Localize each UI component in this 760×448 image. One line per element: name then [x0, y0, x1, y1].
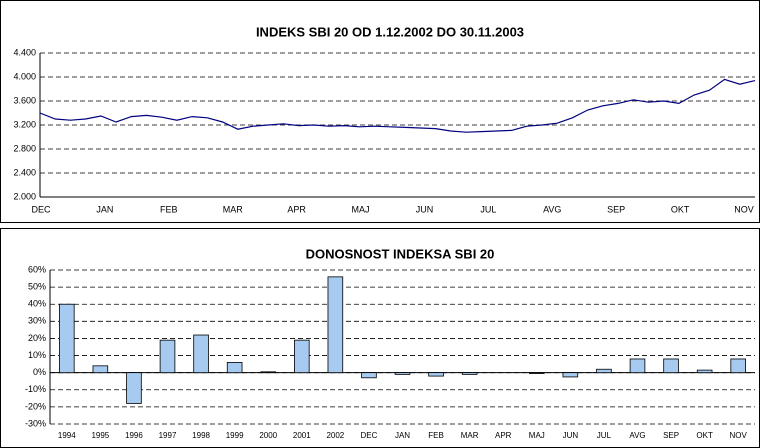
- chart-title: INDEKS SBI 20 OD 1.12.2002 DO 30.11.2003: [256, 24, 524, 39]
- x-tick-label: 2001: [293, 431, 311, 440]
- x-tick-label: NOV: [734, 204, 754, 214]
- x-tick-label: SEP: [607, 204, 625, 214]
- x-tick-label: DEC: [31, 204, 51, 214]
- bar: [629, 358, 646, 374]
- x-tick-label: JUN: [563, 431, 579, 440]
- x-tick-label: FEB: [428, 431, 444, 440]
- bar: [562, 372, 579, 378]
- y-tick-label: 30%: [28, 316, 46, 326]
- x-tick-label: JAN: [96, 204, 113, 214]
- bar: [327, 276, 344, 374]
- bar: [126, 372, 142, 404]
- y-tick-label: 40%: [28, 299, 46, 309]
- x-tick-label: JUL: [597, 431, 612, 440]
- bar: [461, 372, 478, 375]
- x-tick-label: APR: [495, 431, 512, 440]
- bar: [59, 303, 75, 374]
- y-tick-label: 4.400: [13, 47, 36, 57]
- x-tick-label: 1999: [226, 431, 244, 440]
- x-tick-label: JAN: [395, 431, 410, 440]
- y-tick-label: -10%: [25, 384, 46, 394]
- y-tick-label: 20%: [28, 333, 46, 343]
- y-tick-label: -30%: [25, 418, 46, 428]
- bar: [92, 365, 109, 374]
- x-tick-label: MAJ: [529, 431, 545, 440]
- bar: [226, 361, 243, 374]
- x-tick-label: JUL: [480, 204, 496, 214]
- y-tick-label: 10%: [28, 350, 46, 360]
- bar: [596, 368, 612, 374]
- x-tick-label: AVG: [543, 204, 561, 214]
- x-tick-label: FEB: [160, 204, 178, 214]
- bar: [159, 339, 176, 374]
- x-tick-label: DEC: [360, 431, 377, 440]
- x-tick-label: NOV: [730, 431, 748, 440]
- x-tick-label: 2000: [259, 431, 277, 440]
- y-tick-label: 50%: [28, 281, 46, 291]
- bar: [260, 371, 277, 374]
- x-tick-label: OKT: [696, 431, 713, 440]
- x-tick-label: MAR: [223, 204, 244, 214]
- x-tick-label: OKT: [671, 204, 690, 214]
- x-tick-label: 1994: [58, 431, 76, 440]
- chart-title: DONOSNOST INDEKSA SBI 20: [306, 246, 495, 261]
- y-tick-label: 2.400: [13, 167, 36, 177]
- x-tick-label: 1995: [91, 431, 109, 440]
- y-tick-label: -20%: [25, 401, 46, 411]
- x-tick-label: 1996: [125, 431, 143, 440]
- x-tick-label: AVG: [629, 431, 645, 440]
- line-series: [39, 78, 756, 133]
- bar: [730, 358, 746, 374]
- bar: [696, 369, 713, 374]
- bar: [663, 358, 679, 374]
- x-tick-label: JUN: [416, 204, 434, 214]
- y-tick-label: 60%: [28, 264, 46, 274]
- x-tick-label: 1997: [159, 431, 177, 440]
- bar: [193, 334, 209, 374]
- x-tick-label: MAJ: [352, 204, 370, 214]
- y-tick-label: 4.000: [13, 71, 36, 81]
- bar: [394, 372, 411, 375]
- y-tick-label: 3.600: [13, 95, 36, 105]
- panel-frame: [0, 228, 760, 448]
- panel-frame: [0, 0, 760, 223]
- y-tick-label: 0%: [33, 367, 46, 377]
- y-tick-label: 2.000: [13, 191, 36, 201]
- bar: [428, 372, 444, 377]
- x-tick-label: SEP: [663, 431, 679, 440]
- bar: [293, 339, 310, 374]
- y-tick-label: 3.200: [13, 119, 36, 129]
- x-tick-label: APR: [287, 204, 306, 214]
- bar: [529, 372, 545, 374]
- x-tick-label: MAR: [461, 431, 479, 440]
- x-tick-label: 2002: [326, 431, 344, 440]
- y-tick-label: 2.800: [13, 143, 36, 153]
- bar: [361, 372, 377, 379]
- x-tick-label: 1998: [192, 431, 210, 440]
